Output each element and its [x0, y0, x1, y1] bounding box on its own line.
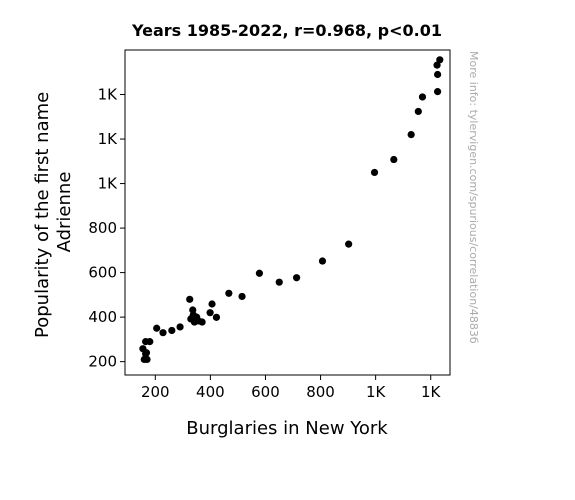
data-point: [153, 324, 161, 332]
data-point: [187, 315, 195, 323]
data-point: [142, 350, 150, 358]
x-tick-label: 600: [251, 383, 280, 401]
data-point: [159, 329, 167, 337]
data-point: [206, 309, 214, 317]
data-point: [143, 355, 151, 364]
x-tick-label: 200: [141, 383, 170, 401]
y-tick-label: 400: [88, 308, 117, 326]
data-point: [186, 295, 194, 303]
y-tick-label: 1K: [98, 86, 119, 104]
y-tick-label: 1K: [98, 175, 119, 193]
data-point: [168, 326, 176, 335]
y-axis-label-line-1: Popularity of the first name: [32, 92, 53, 338]
data-point: [345, 240, 353, 248]
chart-title: Years 1985-2022, r=0.968, p<0.01: [131, 21, 442, 40]
watermark: More info: tylervigen.com/spurious/corre…: [467, 51, 480, 344]
data-point: [238, 292, 246, 301]
data-point: [414, 107, 422, 116]
data-point: [434, 70, 442, 79]
data-point: [189, 306, 197, 314]
data-points: [139, 56, 444, 364]
y-axis-label: Popularity of the first name Adrienne: [32, 86, 75, 338]
data-point: [142, 338, 150, 346]
data-point: [370, 168, 379, 177]
y-tick-label: 600: [88, 264, 117, 282]
data-point: [176, 323, 184, 331]
data-point: [418, 93, 427, 101]
data-point: [390, 155, 398, 164]
x-axis: 200 400 600 800 1K 1K: [141, 375, 442, 401]
data-point: [255, 269, 264, 277]
y-axis: 200 400 600 800 1K 1K 1K: [88, 86, 125, 371]
y-tick-label: 1K: [98, 130, 119, 148]
data-point: [225, 289, 233, 297]
data-point: [434, 88, 442, 96]
x-tick-label: 1K: [366, 383, 387, 401]
x-tick-label: 400: [196, 383, 225, 401]
data-point: [436, 56, 444, 64]
data-point: [433, 61, 441, 69]
y-tick-label: 200: [88, 353, 117, 371]
x-tick-label: 1K: [421, 383, 442, 401]
y-tick-label: 800: [88, 219, 117, 237]
plot-frame: [124, 49, 451, 376]
data-point: [318, 257, 327, 265]
data-point: [275, 278, 283, 286]
data-point: [407, 130, 415, 139]
x-axis-label: Burglaries in New York: [186, 418, 388, 439]
data-point: [208, 300, 216, 308]
y-axis-label-line-2: Adrienne: [54, 172, 75, 253]
plot-area: 200 400 600 800 1K 1K 200 400 600 800 1K 1K 1K: [88, 49, 451, 401]
data-point: [292, 274, 301, 282]
data-point: [212, 313, 221, 321]
x-tick-label: 800: [306, 383, 335, 401]
